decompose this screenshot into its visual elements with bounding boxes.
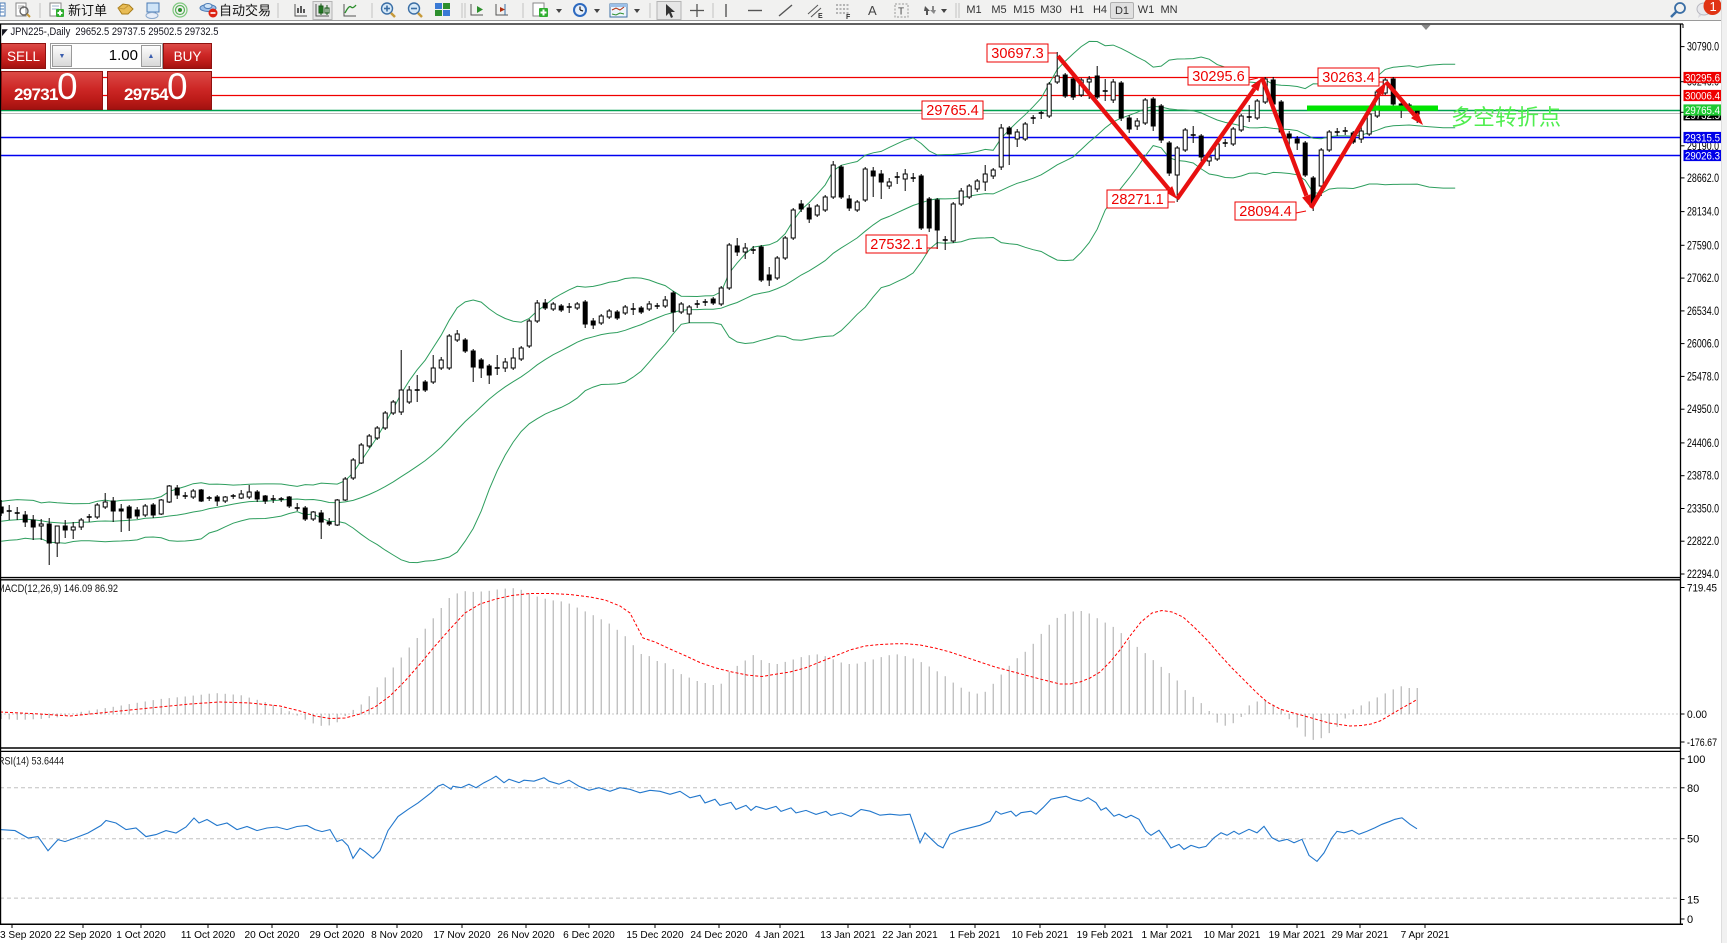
svg-text:24 Dec 2020: 24 Dec 2020 bbox=[690, 930, 748, 941]
svg-text:4 Jan 2021: 4 Jan 2021 bbox=[755, 930, 805, 941]
svg-text:29026.3: 29026.3 bbox=[1685, 151, 1720, 163]
svg-text:新订单: 新订单 bbox=[68, 3, 107, 18]
svg-text:3 Sep 2020: 3 Sep 2020 bbox=[0, 930, 52, 941]
svg-text:29315.5: 29315.5 bbox=[1685, 133, 1720, 145]
svg-text:19 Mar 2021: 19 Mar 2021 bbox=[1269, 930, 1326, 941]
svg-text:0.00: 0.00 bbox=[1687, 709, 1707, 721]
svg-text:-176.67: -176.67 bbox=[1687, 737, 1717, 749]
svg-text:24406.0: 24406.0 bbox=[1687, 438, 1719, 450]
svg-text:30295.6: 30295.6 bbox=[1685, 73, 1720, 85]
svg-text:28662.0: 28662.0 bbox=[1687, 173, 1719, 185]
svg-text:0: 0 bbox=[1687, 914, 1693, 926]
svg-text:20 Oct 2020: 20 Oct 2020 bbox=[245, 930, 300, 941]
svg-text:29190.0: 29190.0 bbox=[1687, 141, 1719, 153]
svg-text:26 Nov 2020: 26 Nov 2020 bbox=[497, 930, 555, 941]
svg-text:MACD(12,26,9) 146.09 86.92: MACD(12,26,9) 146.09 86.92 bbox=[0, 583, 118, 595]
svg-text:1 Feb 2021: 1 Feb 2021 bbox=[949, 930, 1000, 941]
svg-text:80: 80 bbox=[1687, 783, 1699, 795]
svg-text:F: F bbox=[846, 14, 851, 21]
svg-text:22 Sep 2020: 22 Sep 2020 bbox=[54, 930, 112, 941]
svg-text:29765.4: 29765.4 bbox=[926, 103, 978, 119]
svg-text:A: A bbox=[868, 3, 877, 18]
svg-text:23350.0: 23350.0 bbox=[1687, 504, 1719, 516]
svg-text:50: 50 bbox=[1687, 834, 1699, 846]
svg-text:7 Apr 2021: 7 Apr 2021 bbox=[1401, 930, 1450, 941]
svg-text:11 Oct 2020: 11 Oct 2020 bbox=[181, 930, 236, 941]
svg-text:E: E bbox=[818, 13, 823, 20]
svg-text:30006.4: 30006.4 bbox=[1685, 91, 1720, 103]
svg-text:自动交易: 自动交易 bbox=[219, 3, 271, 18]
svg-text:28094.4: 28094.4 bbox=[1239, 204, 1291, 220]
svg-text:8 Nov 2020: 8 Nov 2020 bbox=[371, 930, 423, 941]
svg-text:27062.0: 27062.0 bbox=[1687, 273, 1719, 285]
svg-text:100: 100 bbox=[1687, 754, 1705, 766]
svg-text:15 Dec 2020: 15 Dec 2020 bbox=[626, 930, 684, 941]
svg-text:6 Dec 2020: 6 Dec 2020 bbox=[563, 930, 615, 941]
svg-text:27590.0: 27590.0 bbox=[1687, 240, 1719, 252]
svg-text:19 Feb 2021: 19 Feb 2021 bbox=[1077, 930, 1134, 941]
svg-text:26006.0: 26006.0 bbox=[1687, 339, 1719, 351]
svg-text:10 Feb 2021: 10 Feb 2021 bbox=[1012, 930, 1069, 941]
svg-text:T: T bbox=[898, 7, 904, 18]
svg-text:28134.0: 28134.0 bbox=[1687, 207, 1719, 219]
svg-text:28271.1: 28271.1 bbox=[1111, 192, 1163, 208]
svg-text:27532.1: 27532.1 bbox=[870, 237, 922, 253]
svg-text:23878.0: 23878.0 bbox=[1687, 471, 1719, 483]
svg-text:30295.6: 30295.6 bbox=[1192, 69, 1244, 85]
svg-text:30790.0: 30790.0 bbox=[1687, 42, 1719, 54]
svg-text:29 Mar 2021: 29 Mar 2021 bbox=[1332, 930, 1389, 941]
svg-text:1 Oct 2020: 1 Oct 2020 bbox=[116, 930, 166, 941]
svg-text:22294.0: 22294.0 bbox=[1687, 569, 1719, 581]
svg-text:1 Mar 2021: 1 Mar 2021 bbox=[1141, 930, 1192, 941]
svg-text:25478.0: 25478.0 bbox=[1687, 371, 1719, 383]
svg-text:30697.3: 30697.3 bbox=[991, 46, 1043, 62]
svg-text:17 Nov 2020: 17 Nov 2020 bbox=[433, 930, 491, 941]
svg-text:RSI(14) 53.6444: RSI(14) 53.6444 bbox=[0, 756, 64, 768]
svg-text:26534.0: 26534.0 bbox=[1687, 306, 1719, 318]
svg-text:多空转折点: 多空转折点 bbox=[1451, 105, 1561, 130]
svg-text:29 Oct 2020: 29 Oct 2020 bbox=[310, 930, 365, 941]
svg-text:1: 1 bbox=[1710, 0, 1717, 14]
svg-text:719.45: 719.45 bbox=[1687, 583, 1717, 595]
svg-text:22822.0: 22822.0 bbox=[1687, 536, 1719, 548]
svg-text:10 Mar 2021: 10 Mar 2021 bbox=[1204, 930, 1261, 941]
svg-text:15: 15 bbox=[1687, 895, 1699, 907]
svg-text:13 Jan 2021: 13 Jan 2021 bbox=[820, 930, 876, 941]
svg-text:29765.4: 29765.4 bbox=[1685, 105, 1720, 117]
svg-text:22 Jan 2021: 22 Jan 2021 bbox=[882, 930, 938, 941]
svg-text:30263.4: 30263.4 bbox=[1322, 70, 1374, 86]
svg-text:24950.0: 24950.0 bbox=[1687, 404, 1719, 416]
